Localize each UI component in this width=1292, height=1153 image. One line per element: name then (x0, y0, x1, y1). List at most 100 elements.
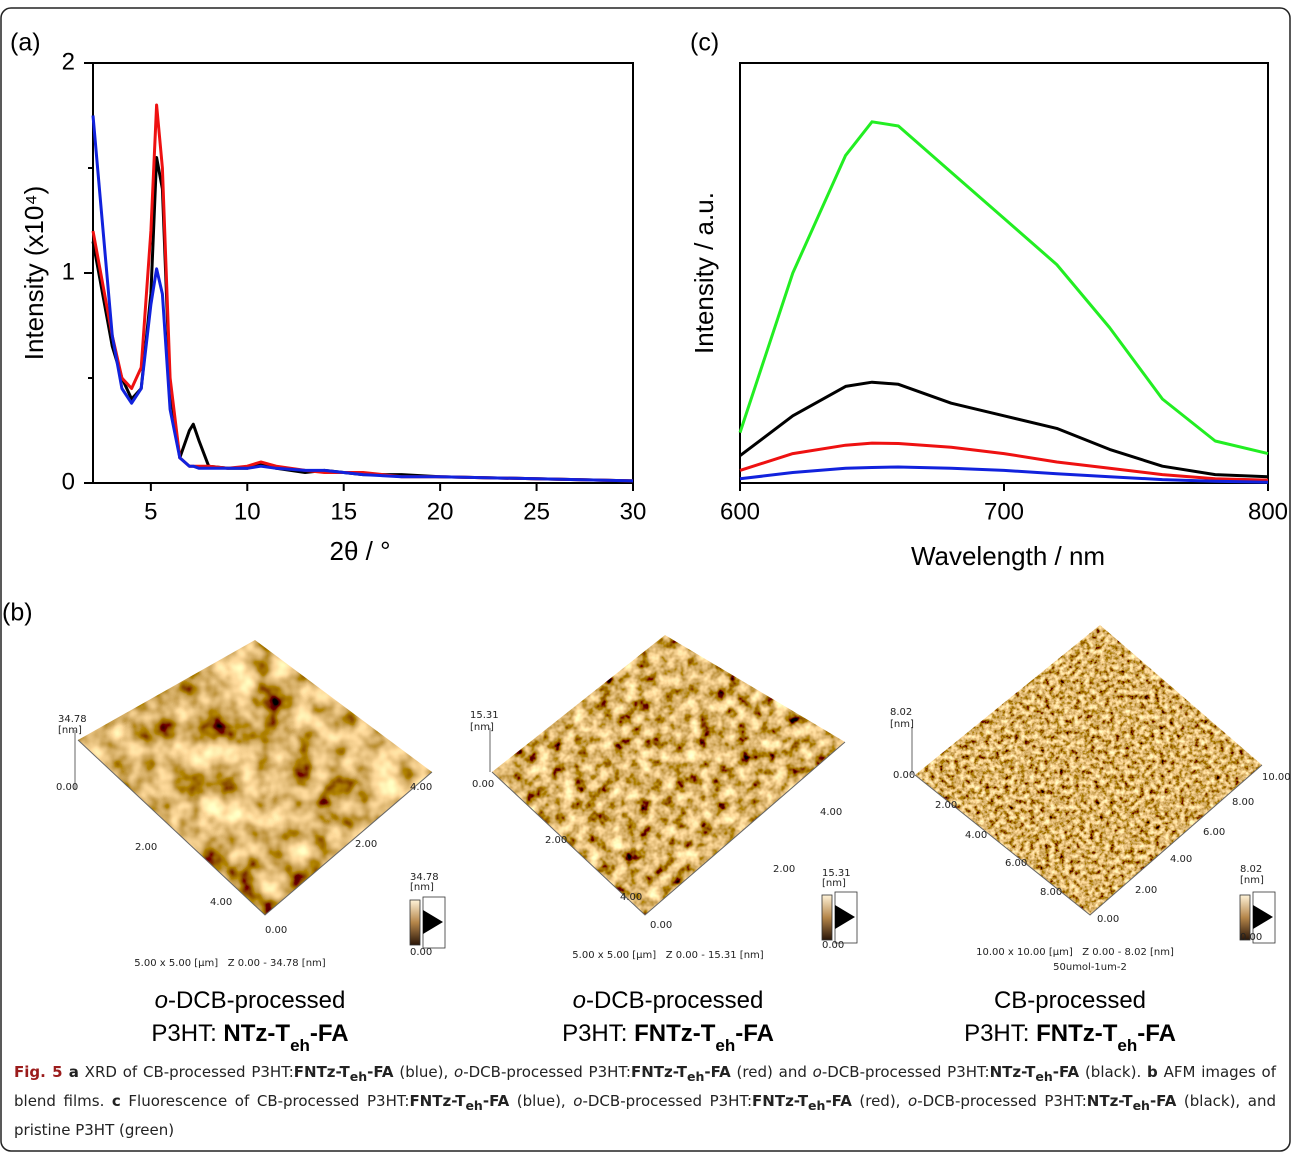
caption-run: o (812, 1063, 822, 1081)
caption-run: P3HT: (562, 1020, 634, 1047)
colorbar (821, 894, 833, 941)
caption-run: eh (1132, 1098, 1150, 1113)
colorbar-min: 0.00 (410, 947, 432, 958)
caption-run: NTz-T (1086, 1092, 1133, 1110)
afm-axes (491, 741, 846, 916)
caption-run: (red) and (730, 1063, 813, 1081)
afm-tick-label: 0.00 (1097, 914, 1119, 925)
caption-run: -DCB-processed P3HT: (582, 1092, 753, 1110)
caption-run: Fluorescence of CB-processed P3HT: (120, 1092, 410, 1110)
caption-run: FNTz-T (1036, 1020, 1118, 1047)
x-tick-label: 20 (427, 498, 454, 525)
y-tick-label: 1 (62, 258, 75, 285)
colorbar-max: 34.78 (410, 872, 439, 883)
x-tick-label: 800 (1248, 498, 1288, 525)
caption-run: FNTz-T (293, 1063, 350, 1081)
afm-surface (915, 625, 1262, 915)
x-tick-label: 10 (234, 498, 261, 525)
caption-run: eh (349, 1069, 368, 1084)
afm-footer: 5.00 x 5.00 [μm] Z 0.00 - 15.31 [nm] (572, 950, 763, 961)
afm-z-min: 0.00 (893, 770, 915, 781)
colorbar-unit: [nm] (822, 878, 846, 889)
y-axis-label: Intensity (x10⁴) (19, 186, 49, 360)
caption-run: CB-processed (994, 987, 1146, 1014)
afm-axes (914, 764, 1263, 916)
afm-tick-label: 6.00 (1005, 858, 1027, 869)
caption-run: (blue), (509, 1092, 574, 1110)
histogram (423, 910, 443, 934)
afm-caption: P3HT: FNTz-Teh-FA (562, 1020, 774, 1055)
afm-tick-label: 2.00 (545, 835, 567, 846)
afm-tick-label: 8.00 (1232, 797, 1254, 808)
caption-run: -FA (367, 1063, 394, 1081)
afm-tick-label: 4.00 (1170, 854, 1192, 865)
afm-caption: P3HT: FNTz-Teh-FA (964, 1020, 1176, 1055)
data-line (91, 103, 634, 483)
y-tick-label: 2 (62, 48, 75, 75)
caption-run: eh (715, 1036, 735, 1055)
caption-run: (black). (1079, 1063, 1148, 1081)
caption-run: -FA (735, 1020, 774, 1047)
caption-run: o (454, 1063, 464, 1081)
afm-z-min: 0.00 (472, 779, 494, 790)
afm-note: 50umol-1um-2 (1053, 962, 1127, 973)
caption-run: P3HT: (151, 1020, 223, 1047)
caption-run: -DCB-processed P3HT: (821, 1063, 990, 1081)
afm-caption: P3HT: NTz-Teh-FA (151, 1020, 348, 1055)
afm-tick-label: 2.00 (135, 842, 157, 853)
x-tick-label: 5 (144, 498, 157, 525)
caption-run: eh (808, 1098, 826, 1113)
afm-tick-label: 4.00 (210, 897, 232, 908)
panel-label: (a) (10, 29, 41, 57)
afm-z-unit: [nm] (470, 722, 494, 733)
afm-tick-label: 4.00 (620, 892, 642, 903)
caption-run: FNTz-T (752, 1092, 809, 1110)
data-line (739, 465, 1269, 484)
caption-run: -DCB-processed (168, 987, 345, 1014)
afm-footer: 5.00 x 5.00 [μm] Z 0.00 - 34.78 [nm] (134, 958, 325, 969)
caption-run: -FA (310, 1020, 349, 1047)
afm-z-min: 0.00 (56, 782, 78, 793)
caption-run: -DCB-processed P3HT: (463, 1063, 631, 1081)
afm-z-max: 15.31 (470, 710, 499, 721)
colorbar-min: 0.00 (1240, 932, 1262, 943)
colorbar-max: 15.31 (822, 868, 851, 879)
caption-run: XRD of CB-processed P3HT: (78, 1063, 294, 1081)
caption-run: -FA (1052, 1063, 1080, 1081)
caption-run: NTz-T (223, 1020, 290, 1047)
caption-run: eh (290, 1036, 310, 1055)
afm-tick-label: 4.00 (410, 782, 432, 793)
caption-run: o (908, 1092, 918, 1110)
y-tick-label: 0 (62, 468, 75, 495)
afm-tick-label: 2.00 (355, 839, 377, 850)
colorbar (409, 899, 421, 946)
afm-z-unit: [nm] (58, 725, 82, 736)
caption-run: (blue), (393, 1063, 455, 1081)
caption-run: FNTz-T (409, 1092, 466, 1110)
x-tick-label: 30 (620, 498, 647, 525)
caption-run: o (573, 1092, 583, 1110)
colorbar-min: 0.00 (822, 940, 844, 951)
data-line (739, 441, 1269, 482)
afm-z-unit: [nm] (890, 719, 914, 730)
caption-run: -DCB-processed (586, 987, 763, 1014)
figure-caption: Fig. 5 a XRD of CB-processed P3HT:FNTz-T… (14, 1060, 1276, 1143)
afm-caption: o-DCB-processed (573, 987, 764, 1014)
afm-axes (77, 739, 433, 916)
caption-run: eh (465, 1098, 483, 1113)
caption-run: P3HT: (964, 1020, 1036, 1047)
afm-tick-label: 4.00 (820, 807, 842, 818)
caption-run: -DCB-processed P3HT: (917, 1092, 1087, 1110)
data-line (91, 115, 634, 483)
afm-z-max: 8.02 (890, 707, 912, 718)
caption-run: -FA (482, 1092, 510, 1110)
panel-label: (c) (690, 29, 719, 57)
caption-run: o (155, 987, 168, 1014)
caption-run: b (1147, 1063, 1158, 1081)
data-line (739, 380, 1269, 479)
data-line (738, 120, 1269, 456)
caption-run: eh (1117, 1036, 1137, 1055)
caption-run: FNTz-T (634, 1020, 716, 1047)
caption-run: eh (687, 1069, 705, 1084)
